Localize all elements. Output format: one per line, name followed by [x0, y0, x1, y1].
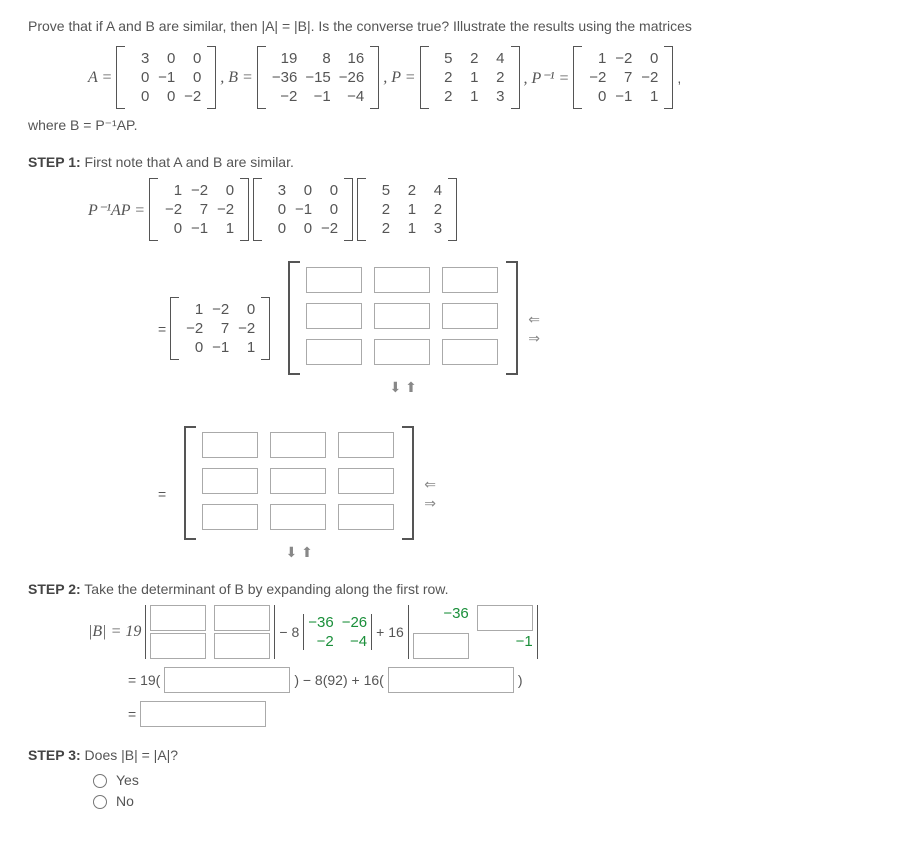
- A-label: A =: [88, 69, 112, 87]
- step1-row2: = 1−20 −27−2 0−11 ⬇ ⬆ ⇐⇒: [158, 261, 885, 396]
- eq-sign-2: =: [158, 486, 166, 502]
- where-clause: where B = P⁻¹AP.: [28, 117, 885, 134]
- m1-input[interactable]: [374, 339, 430, 365]
- m1-input[interactable]: [442, 303, 498, 329]
- col-arrows-icon[interactable]: ⬇ ⬆: [390, 379, 417, 396]
- matrix-P: 524 212 213: [420, 46, 520, 109]
- step1-heading: STEP 1: First note that A and B are simi…: [28, 154, 885, 170]
- det1-input[interactable]: [150, 633, 206, 659]
- m2-input[interactable]: [202, 468, 258, 494]
- Pinv-label: , P⁻¹ =: [524, 68, 570, 88]
- m1-input[interactable]: [306, 267, 362, 293]
- m2-input[interactable]: [202, 504, 258, 530]
- row-arrows-icon[interactable]: ⇐⇒: [528, 311, 540, 347]
- input-matrix-2: [184, 426, 414, 540]
- trailing-comma: ,: [677, 70, 681, 86]
- step2-row1: |B| = 19 − 8 −36−26 −2−4 + 16 −36 −1: [88, 605, 885, 659]
- detB-label: |B| = 19: [88, 623, 141, 641]
- no-label: No: [116, 793, 134, 809]
- m1-input[interactable]: [374, 303, 430, 329]
- line2-pre: = 19(: [128, 672, 160, 688]
- radio-yes[interactable]: Yes: [88, 771, 885, 788]
- step3-heading: STEP 3: Does |B| = |A|?: [28, 747, 885, 763]
- eq-sign: =: [158, 321, 166, 337]
- line2-mid: ) − 8(92) + 16(: [294, 672, 384, 688]
- factor1-input[interactable]: [164, 667, 290, 693]
- row-arrows-icon-2[interactable]: ⇐⇒: [424, 476, 436, 512]
- step1-row3: = ⬇ ⬆ ⇐⇒: [158, 426, 885, 561]
- matrix-A: 300 0−10 00−2: [116, 46, 216, 109]
- minus8: − 8: [279, 624, 299, 640]
- det2-input[interactable]: [413, 633, 469, 659]
- matrix-Pinv: 1−20 −27−2 0−11: [573, 46, 673, 109]
- matrix-definitions: A = 300 0−10 00−2 , B = 19816 −36−15−26 …: [88, 46, 885, 109]
- m1-input[interactable]: [374, 267, 430, 293]
- pinvap-label: P⁻¹AP =: [88, 200, 145, 220]
- line2-end: ): [518, 672, 523, 688]
- input-matrix-1: [288, 261, 518, 375]
- yes-radio[interactable]: [93, 774, 107, 788]
- det1-input[interactable]: [214, 605, 270, 631]
- m2-input[interactable]: [338, 468, 394, 494]
- m1-input[interactable]: [442, 339, 498, 365]
- problem-statement: Prove that if A and B are similar, then …: [28, 18, 885, 34]
- m2-input[interactable]: [338, 504, 394, 530]
- step1-m2: 300 0−10 00−2: [253, 178, 353, 241]
- det1-input[interactable]: [150, 605, 206, 631]
- step1-m4: 1−20 −27−2 0−11: [170, 297, 270, 360]
- line3-pre: =: [128, 706, 136, 722]
- step2-heading: STEP 2: Take the determinant of B by exp…: [28, 581, 885, 597]
- step1-m3: 524 212 213: [357, 178, 457, 241]
- plus16: + 16: [376, 624, 404, 640]
- step2-row2: = 19( ) − 8(92) + 16( ): [128, 667, 885, 693]
- m2-input[interactable]: [270, 468, 326, 494]
- det22b: −36 −1: [408, 605, 538, 659]
- col-arrows-icon-2[interactable]: ⬇ ⬆: [286, 544, 313, 561]
- result-input[interactable]: [140, 701, 266, 727]
- m2-input[interactable]: [270, 504, 326, 530]
- B-label: , B =: [220, 69, 253, 87]
- m1-input[interactable]: [306, 339, 362, 365]
- m2-input[interactable]: [338, 432, 394, 458]
- det22a: −36−26 −2−4: [303, 614, 372, 650]
- step2-row3: =: [128, 701, 885, 727]
- m2-input[interactable]: [270, 432, 326, 458]
- m2-input[interactable]: [202, 432, 258, 458]
- step1-m1: 1−20 −27−2 0−11: [149, 178, 249, 241]
- radio-no[interactable]: No: [88, 792, 885, 809]
- step1-row1: P⁻¹AP = 1−20 −27−2 0−11 300 0−10 00−2 52…: [88, 178, 885, 241]
- no-radio[interactable]: [93, 795, 107, 809]
- yes-label: Yes: [116, 772, 139, 788]
- m1-input[interactable]: [306, 303, 362, 329]
- factor2-input[interactable]: [388, 667, 514, 693]
- P-label: , P =: [383, 69, 415, 87]
- det1-input[interactable]: [214, 633, 270, 659]
- m1-input[interactable]: [442, 267, 498, 293]
- matrix-B: 19816 −36−15−26 −2−1−4: [257, 46, 379, 109]
- det-input-1: [145, 605, 275, 659]
- det2-input[interactable]: [477, 605, 533, 631]
